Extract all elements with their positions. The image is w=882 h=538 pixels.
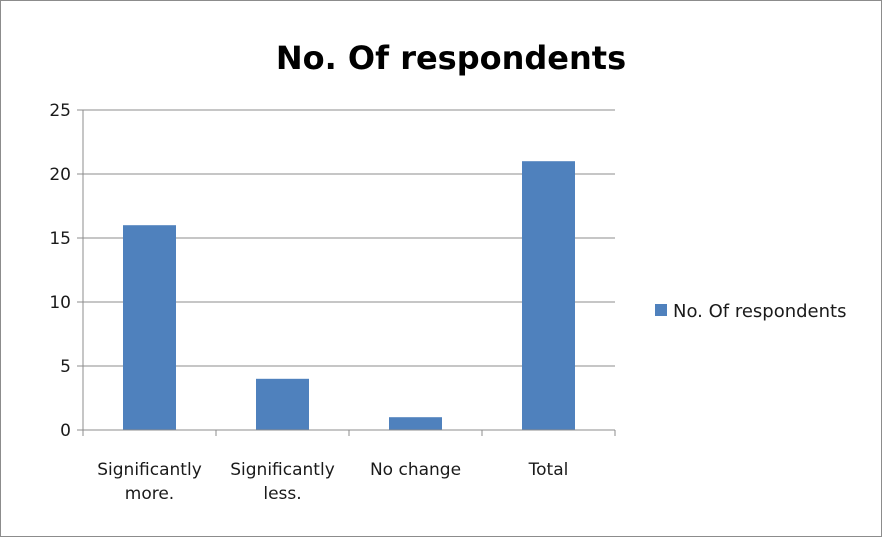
y-tick-label: 5 xyxy=(60,357,71,377)
legend: No. Of respondents xyxy=(655,301,846,322)
y-tick-label: 20 xyxy=(49,165,71,185)
y-axis-tick-labels: 0 5 10 15 20 25 xyxy=(49,101,71,441)
bars xyxy=(123,161,575,430)
y-tick-label: 25 xyxy=(49,101,71,121)
legend-label: No. Of respondents xyxy=(673,301,846,322)
x-tick-label: Total xyxy=(528,460,569,480)
chart-title: No. Of respondents xyxy=(276,39,626,77)
x-tick-label: Significantly more. xyxy=(97,460,202,504)
legend-swatch xyxy=(655,304,667,316)
y-tick-label: 0 xyxy=(60,421,71,441)
bar xyxy=(256,378,309,430)
x-tick-label: Significantly less. xyxy=(230,460,335,504)
y-tick-label: 10 xyxy=(49,293,71,313)
bar xyxy=(389,417,442,430)
x-axis-tick-labels: Significantly more. Significantly less. No c… xyxy=(97,460,568,504)
x-tick-label: No change xyxy=(370,460,461,480)
y-tick-label: 15 xyxy=(49,229,71,249)
axes xyxy=(77,109,616,436)
bar xyxy=(522,161,575,430)
bar xyxy=(123,225,176,430)
